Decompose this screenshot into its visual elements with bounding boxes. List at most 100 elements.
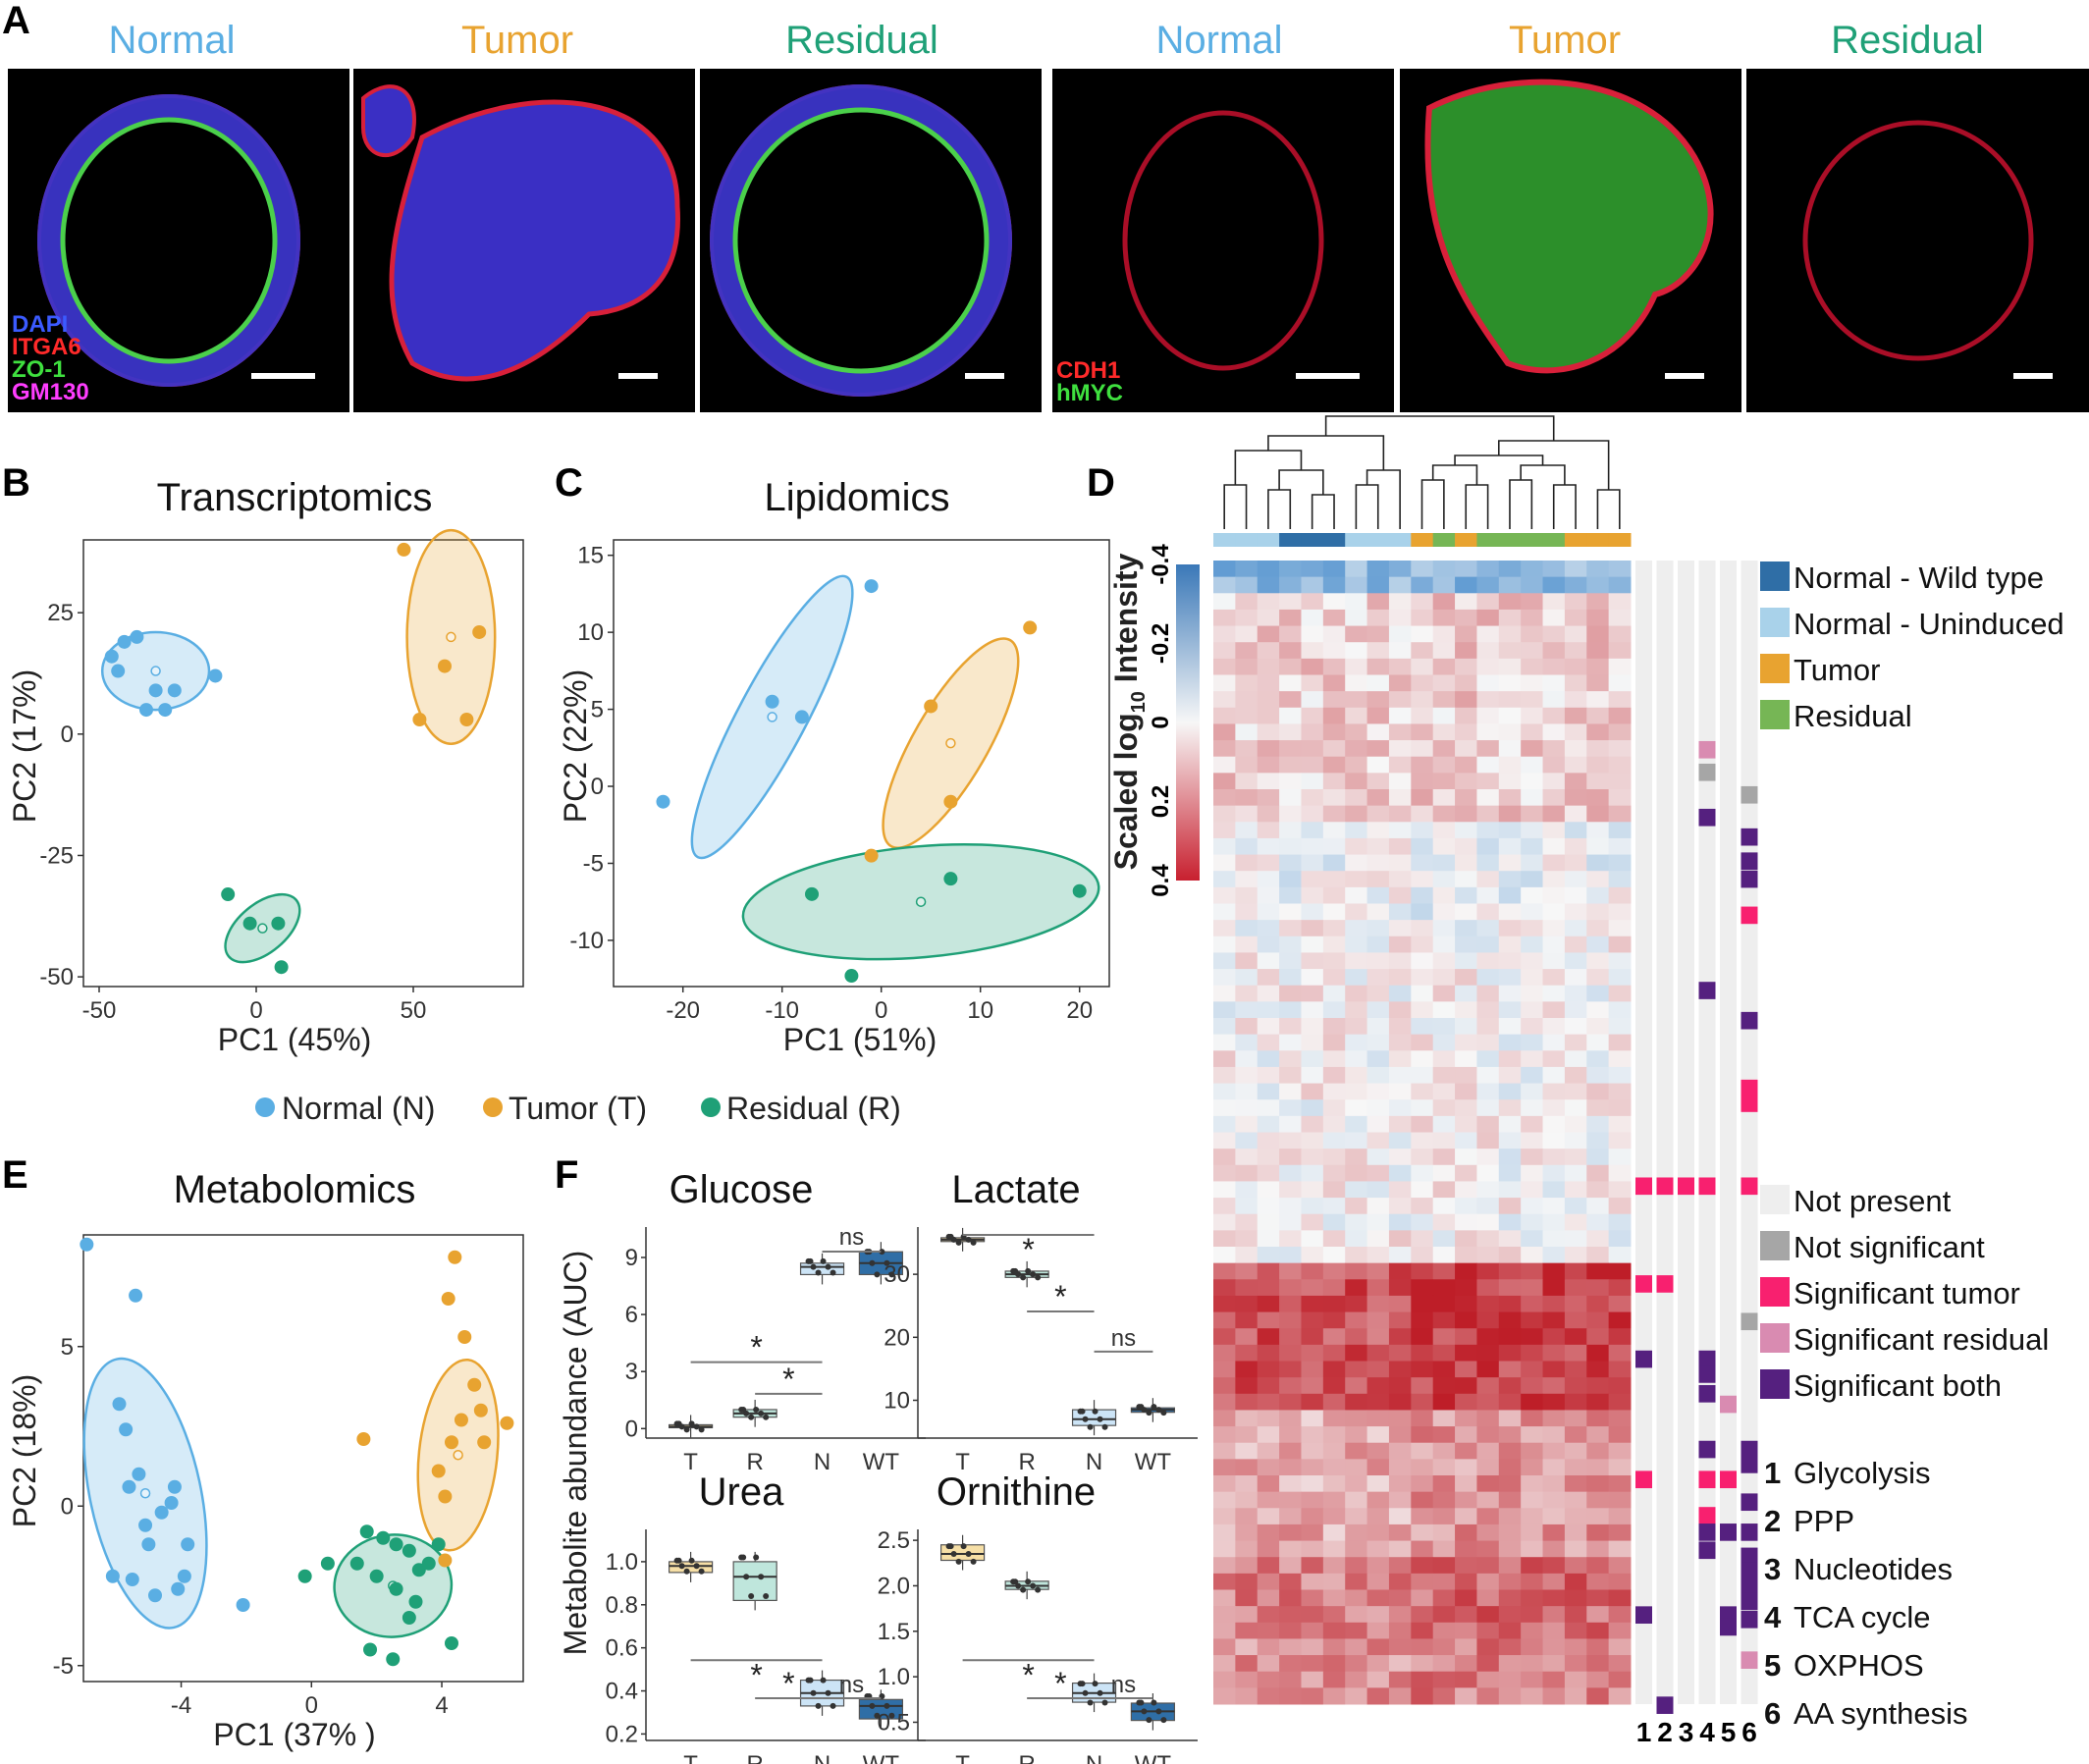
heatmap-cell <box>1608 1426 1632 1444</box>
data-point <box>139 703 153 718</box>
heatmap-cell <box>1279 740 1302 758</box>
heatmap-cell <box>1235 1230 1259 1248</box>
heatmap-cell <box>1564 1328 1587 1346</box>
sig-mark <box>1698 1350 1716 1368</box>
heatmap-cell <box>1564 1573 1587 1590</box>
legend-tumor-label: Tumor (T) <box>509 1091 647 1126</box>
heatmap-cell <box>1279 903 1302 921</box>
heatmap-cell <box>1608 985 1632 1002</box>
heatmap-cell <box>1301 854 1324 872</box>
heatmap-cell <box>1388 1213 1412 1231</box>
heatmap-cell <box>1564 658 1587 675</box>
heatmap-cell <box>1213 1230 1236 1248</box>
heatmap-cell <box>1476 886 1500 904</box>
heatmap-cell <box>1608 920 1632 937</box>
heatmap-cell <box>1366 1606 1390 1624</box>
heatmap-cell <box>1301 1099 1324 1117</box>
column-group-annotation <box>1213 533 1236 547</box>
heatmap-cell <box>1366 773 1390 790</box>
heatmap-cell <box>1455 854 1477 872</box>
heatmap-cell <box>1301 1655 1324 1673</box>
heatmap-cell <box>1366 1295 1390 1313</box>
heatmap-cell <box>1586 1491 1610 1509</box>
heatmap-cell <box>1388 1655 1412 1673</box>
data-point <box>472 624 487 639</box>
heatmap-cell <box>1279 1247 1302 1264</box>
heatmap-cell <box>1235 1132 1259 1149</box>
y-tick-label: 0 <box>591 774 604 800</box>
heatmap-cell <box>1279 1344 1302 1362</box>
sig-mark <box>1656 1177 1674 1196</box>
heatmap-cell <box>1388 854 1412 872</box>
heatmap-cell <box>1432 969 1456 987</box>
heatmap-cell <box>1586 1295 1610 1313</box>
heatmap-cell <box>1476 1001 1500 1019</box>
heatmap-cell <box>1432 773 1456 790</box>
sample-dot <box>955 1558 962 1565</box>
data-point <box>158 703 173 718</box>
heatmap-cell <box>1586 871 1610 888</box>
heatmap-cell <box>1542 691 1566 709</box>
heatmap-cell <box>1564 854 1587 872</box>
heatmap-cell <box>1322 593 1346 611</box>
heatmap-cell <box>1388 837 1412 856</box>
heatmap-cell <box>1476 642 1500 660</box>
heatmap-cell <box>1564 576 1587 594</box>
heatmap-cell <box>1366 837 1390 856</box>
heatmap-cell <box>1564 1034 1587 1051</box>
heatmap-cell <box>1366 609 1390 627</box>
heatmap-cell <box>1411 1540 1434 1558</box>
heatmap-cell <box>1345 854 1368 872</box>
heatmap-cell <box>1366 1311 1390 1329</box>
heatmap-cell <box>1542 1115 1566 1133</box>
sig-legend-label: Not significant <box>1794 1230 1985 1264</box>
heatmap-cell <box>1322 1573 1346 1590</box>
heatmap-cell <box>1455 674 1477 692</box>
heatmap-cell <box>1301 642 1324 660</box>
y-tick-label: 5 <box>591 697 604 723</box>
heatmap-cell <box>1608 740 1632 758</box>
heatmap-cell <box>1213 674 1236 692</box>
heatmap-cell <box>1257 805 1280 823</box>
sample-dot <box>830 1702 836 1709</box>
colorbar-tick-label: 0 <box>1148 716 1174 728</box>
heatmap-cell <box>1411 691 1434 709</box>
heatmap-cell <box>1498 1638 1522 1656</box>
heatmap-cell <box>1257 1328 1280 1346</box>
centroid-point <box>945 737 956 749</box>
data-point <box>444 1435 458 1450</box>
heatmap-cell <box>1498 1311 1522 1329</box>
heatmap-cell <box>1542 1606 1566 1624</box>
heatmap-cell <box>1455 822 1477 839</box>
data-point <box>408 1594 423 1609</box>
pathway-column-number: 1 <box>1636 1717 1652 1747</box>
heatmap-cell <box>1542 1344 1566 1362</box>
heatmap-cell <box>1301 1589 1324 1607</box>
heatmap-cell <box>1301 1557 1324 1575</box>
data-point <box>376 1530 391 1545</box>
heatmap-cell <box>1608 1213 1632 1231</box>
heatmap-cell <box>1388 920 1412 937</box>
heatmap-cell <box>1257 1475 1280 1493</box>
heatmap-cell <box>1213 822 1236 839</box>
heatmap-cell <box>1455 1459 1477 1476</box>
heatmap-cell <box>1564 1099 1587 1117</box>
sig-star: * <box>1022 1232 1034 1267</box>
heatmap-cell <box>1301 805 1324 823</box>
heatmap-cell <box>1432 1066 1456 1085</box>
heatmap-cell <box>1411 609 1434 627</box>
pathway-number: 1 <box>1764 1456 1781 1490</box>
heatmap-cell <box>1542 903 1566 921</box>
heatmap-cell <box>1366 985 1390 1002</box>
heatmap-cell <box>1388 1328 1412 1346</box>
heatmap-cell <box>1521 1523 1544 1542</box>
sample-dot <box>810 1689 817 1696</box>
data-point <box>105 1569 120 1583</box>
heatmap-cell <box>1498 723 1522 741</box>
heatmap-cell <box>1542 658 1566 675</box>
heatmap-cell <box>1586 854 1610 872</box>
heatmap-cell <box>1564 642 1587 660</box>
heatmap-cell <box>1388 1311 1412 1329</box>
heatmap-cell <box>1257 903 1280 921</box>
heatmap-cell <box>1257 1132 1280 1149</box>
